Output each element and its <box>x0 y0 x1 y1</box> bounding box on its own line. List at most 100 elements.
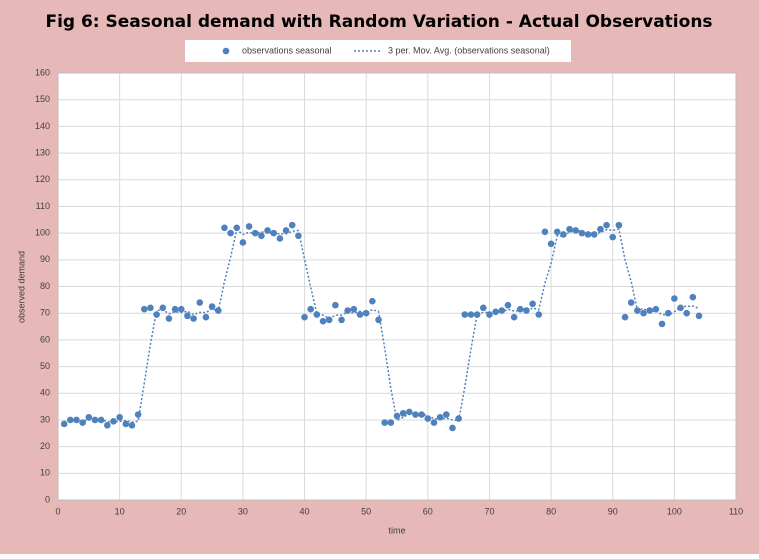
data-point <box>664 309 672 317</box>
data-point <box>418 411 425 418</box>
x-tick-label: 100 <box>667 506 682 516</box>
legend-label: 3 per. Mov. Avg. (observations seasonal) <box>388 45 550 55</box>
data-point <box>547 240 555 248</box>
data-point <box>443 411 450 418</box>
y-tick-label: 130 <box>35 147 50 157</box>
data-point <box>646 307 654 314</box>
data-point <box>615 221 623 229</box>
data-point <box>369 297 376 305</box>
data-point <box>375 316 382 324</box>
data-point <box>627 299 635 306</box>
data-point <box>270 229 278 237</box>
data-point <box>479 304 487 312</box>
data-point <box>510 313 518 321</box>
y-tick-label: 110 <box>36 201 50 211</box>
data-point <box>208 303 216 310</box>
data-point <box>282 227 290 234</box>
y-tick-label: 10 <box>40 468 50 478</box>
data-point <box>393 412 401 420</box>
data-point <box>387 419 395 426</box>
x-tick-label: 110 <box>729 506 743 516</box>
data-point <box>603 221 610 229</box>
data-point <box>239 239 247 246</box>
data-point <box>381 419 388 426</box>
chart-title: Fig 6: Seasonal demand with Random Varia… <box>45 12 712 32</box>
data-point <box>67 416 74 424</box>
data-point <box>529 300 536 308</box>
y-axis-label: observed demand <box>16 251 26 323</box>
data-point <box>689 293 697 301</box>
data-point <box>319 317 327 325</box>
data-point <box>498 307 506 314</box>
data-point <box>251 229 259 237</box>
x-tick-label: 70 <box>484 506 494 516</box>
data-point <box>356 311 364 318</box>
x-tick-label: 30 <box>238 506 248 516</box>
data-point <box>85 413 93 421</box>
y-tick-label: 90 <box>40 254 50 264</box>
data-point <box>104 421 111 429</box>
data-point <box>332 301 339 309</box>
data-point <box>91 416 99 424</box>
x-tick-label: 20 <box>176 506 186 516</box>
data-point <box>455 415 462 422</box>
y-tick-label: 120 <box>35 174 50 184</box>
data-point <box>140 305 148 313</box>
data-point <box>196 299 204 306</box>
data-point <box>350 305 358 313</box>
data-point <box>313 311 321 318</box>
data-point <box>134 411 142 418</box>
data-point <box>621 313 629 321</box>
data-point <box>214 307 222 314</box>
data-point <box>128 421 136 429</box>
data-point <box>523 307 530 314</box>
data-point <box>412 411 419 418</box>
y-tick-label: 150 <box>35 94 50 104</box>
data-point <box>177 305 185 313</box>
data-point <box>338 316 345 324</box>
data-point <box>449 424 456 432</box>
data-point <box>492 308 499 316</box>
legend-marker <box>222 47 230 55</box>
data-point <box>153 311 160 318</box>
data-point <box>677 304 684 312</box>
data-point <box>658 320 666 328</box>
x-tick-label: 90 <box>608 506 618 516</box>
data-point <box>590 231 598 238</box>
data-point <box>597 225 604 233</box>
data-point <box>202 313 210 321</box>
data-point <box>147 304 154 312</box>
data-point <box>258 232 265 240</box>
y-tick-label: 60 <box>40 334 50 344</box>
data-point <box>221 224 228 232</box>
y-tick-label: 100 <box>35 228 50 238</box>
data-point <box>60 420 68 428</box>
x-tick-label: 60 <box>423 506 433 516</box>
data-point <box>406 408 413 416</box>
data-point <box>671 295 678 302</box>
data-point <box>301 313 308 321</box>
data-point <box>79 419 86 426</box>
data-point <box>516 305 524 313</box>
data-point <box>307 305 315 313</box>
data-point <box>171 305 179 313</box>
y-tick-label: 40 <box>40 388 50 398</box>
data-point <box>97 416 105 424</box>
x-tick-label: 10 <box>115 506 125 516</box>
data-point <box>572 227 580 234</box>
data-point <box>486 311 493 318</box>
x-tick-label: 80 <box>546 506 556 516</box>
data-point <box>467 311 475 318</box>
data-point <box>159 304 167 312</box>
y-tick-label: 70 <box>40 308 50 318</box>
data-point <box>634 307 641 314</box>
data-point <box>578 229 586 237</box>
data-point <box>73 416 80 424</box>
data-point <box>245 223 253 230</box>
data-point <box>553 228 561 236</box>
y-tick-label: 50 <box>40 361 50 371</box>
data-point <box>652 305 660 313</box>
data-point <box>640 309 647 317</box>
data-point <box>461 311 469 318</box>
